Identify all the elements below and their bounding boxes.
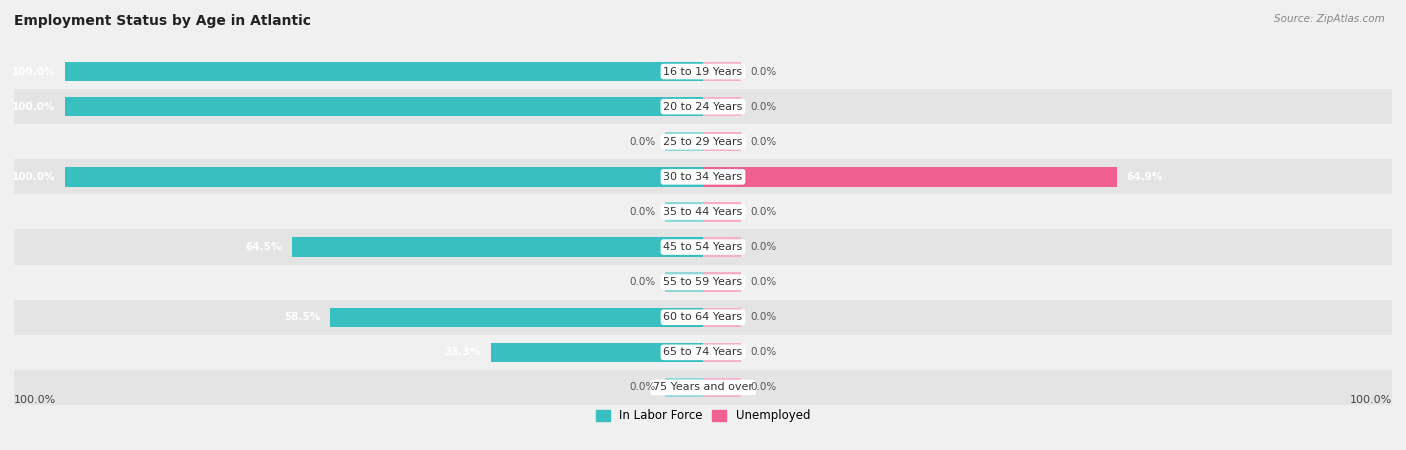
Text: 0.0%: 0.0%	[751, 347, 778, 357]
Text: 0.0%: 0.0%	[628, 137, 655, 147]
Text: 0.0%: 0.0%	[628, 277, 655, 287]
Text: Source: ZipAtlas.com: Source: ZipAtlas.com	[1274, 14, 1385, 23]
Bar	[703, 202, 741, 221]
Bar	[291, 238, 703, 256]
Bar	[491, 343, 703, 362]
Text: 100.0%: 100.0%	[14, 395, 56, 405]
Text: 100.0%: 100.0%	[13, 172, 55, 182]
Text: 0.0%: 0.0%	[751, 207, 778, 217]
Text: 60 to 64 Years: 60 to 64 Years	[664, 312, 742, 322]
Text: 100.0%: 100.0%	[1350, 395, 1392, 405]
Bar	[1, 89, 1405, 124]
Text: 25 to 29 Years: 25 to 29 Years	[664, 137, 742, 147]
Bar	[1, 159, 1405, 194]
Text: 45 to 54 Years: 45 to 54 Years	[664, 242, 742, 252]
Bar	[703, 343, 741, 362]
Bar	[1, 265, 1405, 300]
Text: Employment Status by Age in Atlantic: Employment Status by Age in Atlantic	[14, 14, 311, 27]
Text: 0.0%: 0.0%	[751, 382, 778, 392]
Bar	[1, 230, 1405, 265]
Bar	[1, 300, 1405, 335]
Text: 0.0%: 0.0%	[628, 382, 655, 392]
Text: 33.3%: 33.3%	[444, 347, 481, 357]
Bar	[703, 132, 741, 151]
Text: 0.0%: 0.0%	[628, 207, 655, 217]
Bar	[1, 124, 1405, 159]
Bar	[703, 273, 741, 292]
Text: 0.0%: 0.0%	[751, 242, 778, 252]
Bar	[65, 167, 703, 186]
Bar	[65, 97, 703, 116]
Bar	[703, 308, 741, 327]
Text: 64.9%: 64.9%	[1126, 172, 1163, 182]
Bar	[1, 54, 1405, 89]
Text: 20 to 24 Years: 20 to 24 Years	[664, 102, 742, 112]
Bar	[703, 167, 1116, 186]
Bar	[703, 238, 741, 256]
Text: 58.5%: 58.5%	[284, 312, 321, 322]
Bar	[665, 202, 703, 221]
Bar	[665, 132, 703, 151]
Text: 30 to 34 Years: 30 to 34 Years	[664, 172, 742, 182]
Text: 65 to 74 Years: 65 to 74 Years	[664, 347, 742, 357]
Text: 100.0%: 100.0%	[13, 102, 55, 112]
Text: 100.0%: 100.0%	[13, 67, 55, 76]
Bar	[1, 194, 1405, 230]
Text: 55 to 59 Years: 55 to 59 Years	[664, 277, 742, 287]
Bar	[65, 62, 703, 81]
Bar	[665, 378, 703, 397]
Bar	[1, 335, 1405, 370]
Bar	[703, 97, 741, 116]
Bar	[703, 378, 741, 397]
Text: 64.5%: 64.5%	[246, 242, 283, 252]
Bar	[665, 273, 703, 292]
Bar	[330, 308, 703, 327]
Bar	[1, 370, 1405, 405]
Text: 35 to 44 Years: 35 to 44 Years	[664, 207, 742, 217]
Text: 0.0%: 0.0%	[751, 67, 778, 76]
Text: 0.0%: 0.0%	[751, 137, 778, 147]
Text: 16 to 19 Years: 16 to 19 Years	[664, 67, 742, 76]
Text: 0.0%: 0.0%	[751, 102, 778, 112]
Text: 0.0%: 0.0%	[751, 277, 778, 287]
Text: 0.0%: 0.0%	[751, 312, 778, 322]
Legend: In Labor Force, Unemployed: In Labor Force, Unemployed	[591, 405, 815, 427]
Bar	[703, 62, 741, 81]
Text: 75 Years and over: 75 Years and over	[652, 382, 754, 392]
